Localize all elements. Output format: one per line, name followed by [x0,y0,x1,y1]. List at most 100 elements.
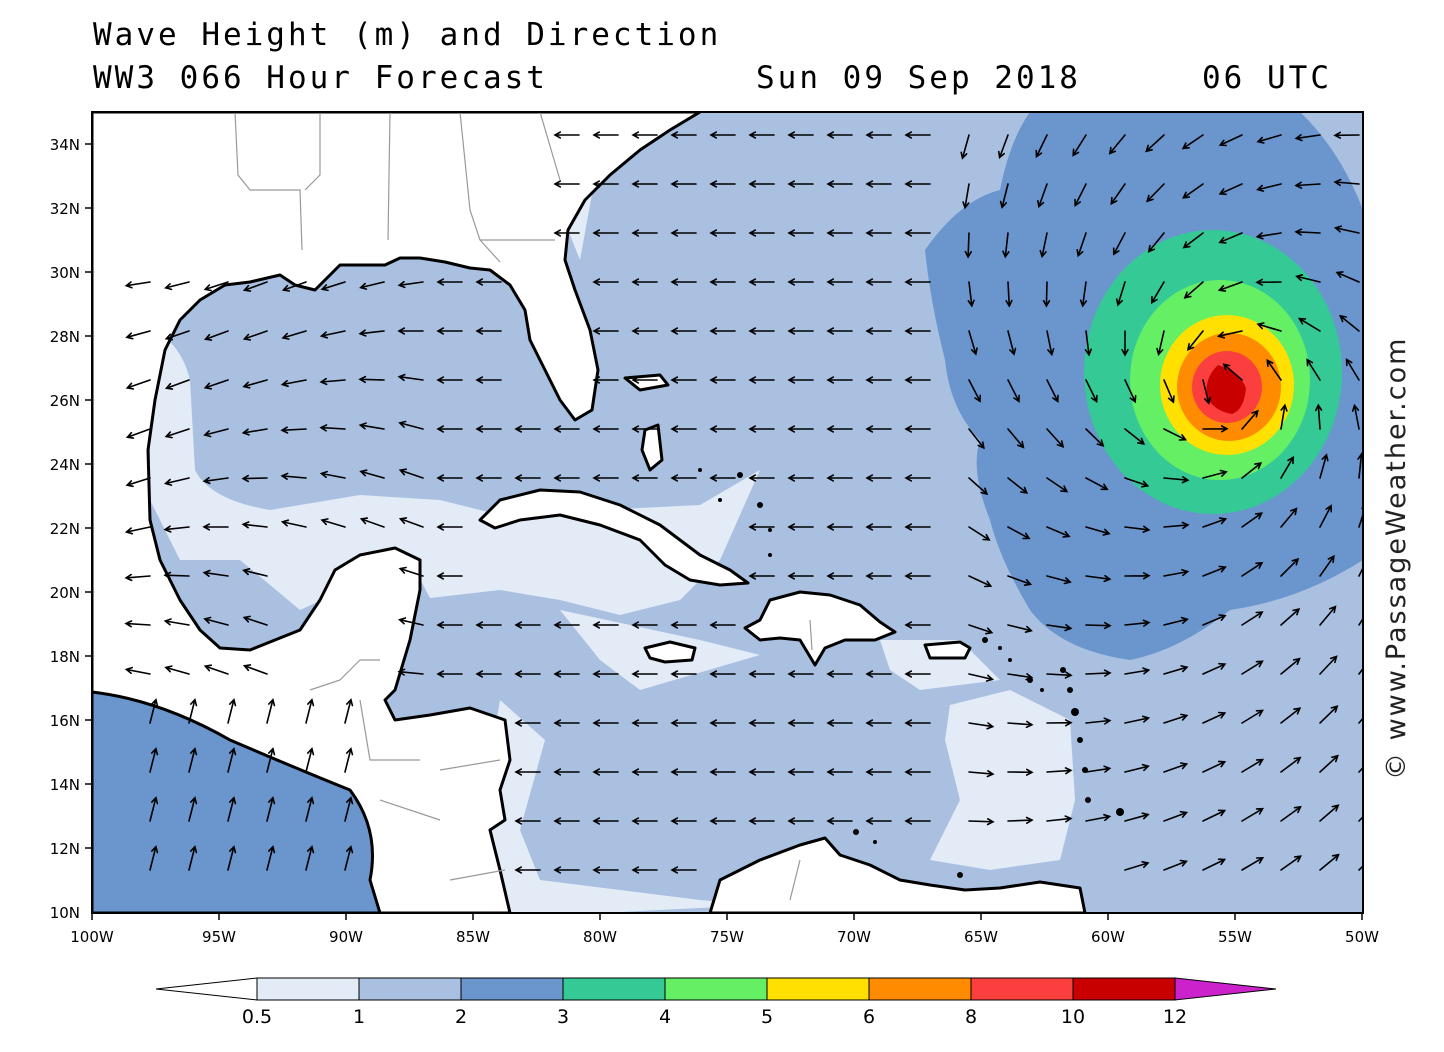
wave-direction-arrow [358,375,385,384]
wave-direction-arrow [1339,314,1360,332]
wave-direction-arrow [631,866,658,874]
wave-direction-arrow [865,670,892,678]
wave-direction-arrow [1046,575,1072,585]
wave-direction-arrow [553,621,580,629]
legend-low-tip [155,977,258,1001]
wave-direction-arrow [1163,568,1190,577]
wave-direction-arrow [281,330,307,340]
wave-direction-arrow [1124,667,1151,675]
wave-direction-arrow [319,424,346,432]
wave-direction-arrow [203,330,229,341]
wave-direction-arrow [553,817,580,825]
wave-direction-arrow [344,845,354,871]
wave-direction-arrow [1124,619,1151,627]
wave-direction-arrow [398,566,424,577]
wave-direction-arrow [1241,611,1264,626]
wave-direction-arrow [1333,178,1360,187]
wave-direction-arrow [670,866,697,874]
wave-direction-arrow [1182,183,1204,199]
wave-direction-arrow [125,379,151,390]
wave-direction-arrow [709,621,736,629]
wave-direction-arrow [227,698,237,724]
wave-direction-arrow [436,572,463,580]
wave-direction-arrow [1007,379,1020,403]
wave-direction-arrow [826,376,853,384]
wave-direction-arrow [1319,504,1332,528]
wave-direction-arrow [1351,403,1360,430]
wave-direction-arrow [280,472,307,480]
wave-direction-arrow [1007,768,1034,776]
wave-direction-arrow [242,330,268,341]
legend-label: 12 [1163,1006,1187,1028]
wave-direction-arrow [1182,232,1204,249]
wave-direction-arrow [967,281,975,308]
wave-direction-arrow [865,474,892,482]
wave-direction-arrow [968,428,985,450]
wave-direction-arrow [1358,617,1363,626]
wave-direction-arrow [904,719,931,727]
wave-direction-arrow [1046,719,1073,727]
wave-direction-arrow [266,796,276,822]
wave-direction-arrow [1124,477,1150,488]
wave-direction-arrow [865,131,892,139]
wave-direction-arrow [592,474,619,482]
wave-direction-arrow [319,470,346,479]
legend-bin [256,977,360,1001]
wave-direction-arrow [748,425,775,433]
wave-direction-arrow [670,131,697,139]
wave-direction-arrow [1255,232,1282,240]
wave-direction-arrow [1085,813,1112,822]
legend-label: 3 [557,1006,569,1028]
wave-direction-arrow [1358,865,1363,871]
wave-direction-arrow [124,526,151,535]
wave-direction-arrow [1319,853,1340,871]
legend-label: 1 [353,1006,365,1028]
wave-direction-arrow [553,866,580,874]
wave-direction-arrow [631,229,658,237]
wave-direction-arrow [1046,477,1069,493]
wave-direction-arrow [1202,858,1227,871]
wave-direction-arrow [1163,859,1188,871]
wave-direction-arrow [1002,232,1010,259]
wave-direction-arrow [826,670,853,678]
sea-10-12m-core [1206,365,1246,414]
wave-direction-arrow [631,376,658,384]
wave-direction-arrow [748,817,775,825]
wave-direction-arrow [1319,754,1339,773]
wave-direction-arrow [1241,409,1259,430]
wave-direction-arrow [998,134,1009,160]
wave-direction-arrow [1163,521,1190,530]
wave-direction-arrow [592,425,619,433]
wave-direction-arrow [631,425,658,433]
wave-direction-arrow [436,474,463,482]
wave-direction-arrow [514,425,541,433]
legend-labels: 0.5 1 2 3 4 5 6 8 10 12 [242,1006,1187,1028]
wave-direction-arrow [787,719,814,727]
wave-direction-arrow [968,818,995,826]
wave-direction-arrow [1046,428,1065,449]
wave-direction-arrow [436,327,463,335]
wave-direction-arrow [1294,181,1321,189]
latitude-axis: 34N 32N 30N 28N 26N 24N 22N 20N 18N 16N … [50,136,92,922]
wave-direction-arrow [865,719,892,727]
wave-direction-arrow [164,665,190,675]
wave-direction-arrow [968,526,991,541]
wave-direction-arrow [670,425,697,433]
wave-direction-arrow [709,425,736,433]
wave-direction-arrow [1183,281,1204,299]
wave-direction-arrow [202,569,229,577]
legend-label: 6 [863,1006,875,1028]
wave-direction-arrow [1202,379,1212,405]
wave-direction-arrow [242,568,268,577]
wave-direction-arrow [1084,330,1092,357]
wave-direction-arrow [968,673,995,682]
lat-label: 32N [50,200,80,218]
wave-direction-arrow [1241,758,1265,773]
wave-direction-arrow [592,376,619,384]
wave-direction-arrow [904,180,931,188]
wave-direction-arrow [709,719,736,727]
wave-direction-arrow [514,866,541,874]
wave-direction-arrow [709,376,736,384]
wave-direction-arrow [163,477,190,486]
wave-direction-arrow [968,575,993,588]
